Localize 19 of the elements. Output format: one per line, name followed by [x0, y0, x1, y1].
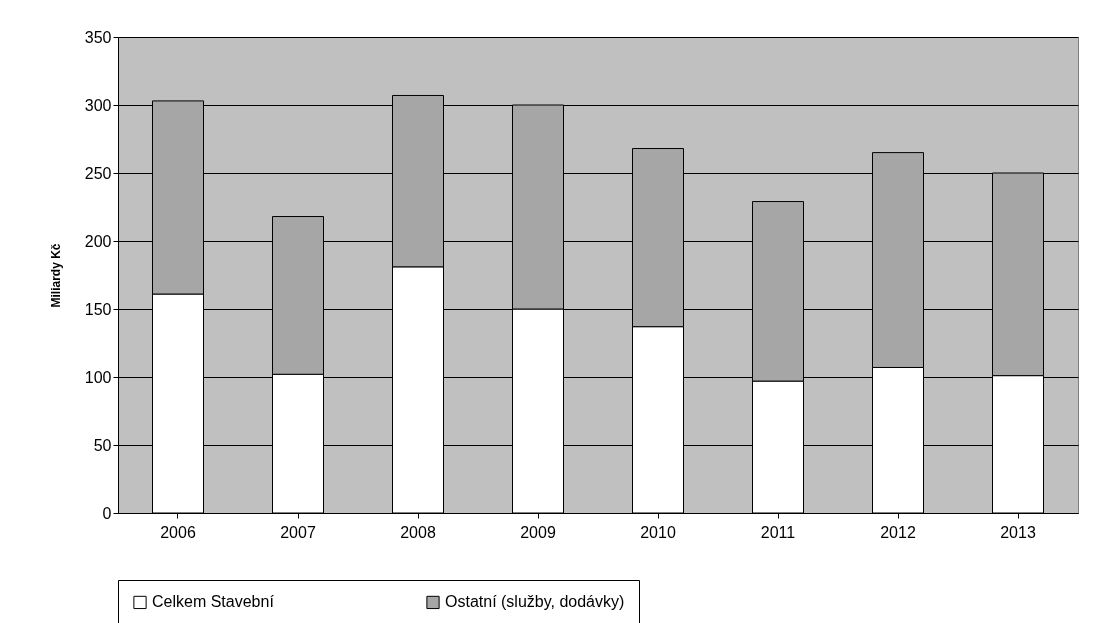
x-tick-label: 2012 — [880, 523, 916, 541]
x-tick-label: 2006 — [160, 523, 196, 541]
x-tick-label: 2010 — [640, 523, 676, 541]
y-tick-label: 250 — [84, 164, 112, 182]
y-tick-label: 50 — [93, 436, 112, 454]
legend-label: Ostatní (služby, dodávky) — [445, 593, 625, 611]
x-tick-label: 2011 — [760, 523, 796, 541]
y-tick-label: 300 — [84, 96, 112, 114]
y-tick-label: 200 — [84, 232, 112, 250]
y-tick-label: 150 — [84, 300, 112, 318]
x-tick-label: 2009 — [520, 523, 556, 541]
x-tick-label: 2007 — [280, 523, 316, 541]
y-tick-label: 0 — [102, 504, 112, 522]
y-tick-label: 100 — [84, 368, 112, 386]
y-axis-title: Miliardy Kč — [48, 243, 63, 308]
x-tick-label: 2013 — [1000, 523, 1036, 541]
x-tick-label: 2008 — [400, 523, 436, 541]
y-tick-label: 350 — [84, 28, 112, 46]
legend-label: Celkem Stavební — [152, 593, 275, 611]
